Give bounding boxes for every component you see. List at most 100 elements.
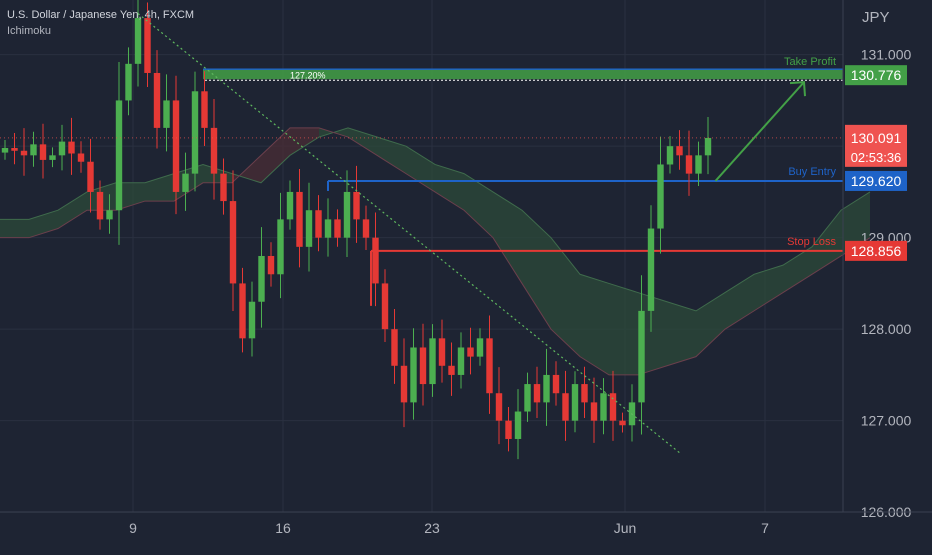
- bear-candle: [562, 393, 569, 421]
- bear-candle: [201, 91, 208, 128]
- chart-header: U.S. Dollar / Japanese Yen, 4h, FXCM Ich…: [7, 9, 194, 37]
- senkou-span-a: [0, 127, 871, 312]
- drawings: 127.20%: [0, 13, 843, 454]
- cloud-segment: [551, 237, 580, 357]
- bear-candle: [448, 365, 455, 375]
- cloud-segment: [754, 265, 783, 311]
- cloud-segment: [522, 210, 551, 330]
- x-tick-label: 16: [275, 520, 291, 536]
- bear-candle: [438, 338, 446, 366]
- bull-candle: [410, 347, 417, 403]
- current-price-tag: [845, 124, 907, 167]
- indicator-label: Ichimoku: [7, 25, 51, 37]
- bear-candle: [533, 384, 541, 403]
- bear-candle: [144, 18, 151, 73]
- cloud-segment: [435, 164, 464, 211]
- x-tick-label: Jun: [614, 520, 637, 536]
- price-tag-value: 128.856: [851, 243, 902, 259]
- cloud-segment: [783, 246, 812, 293]
- cloud-segment: [696, 292, 725, 357]
- bear-candle: [581, 384, 588, 403]
- bull-candle: [277, 219, 284, 275]
- bear-candle: [39, 144, 47, 160]
- bear-candle: [495, 393, 503, 421]
- bull-candle: [600, 393, 607, 421]
- bear-candle: [20, 150, 28, 156]
- bull-candle: [49, 155, 56, 160]
- bull-candle: [324, 219, 332, 238]
- x-tick-label: 7: [761, 520, 769, 536]
- bear-candle: [391, 329, 398, 366]
- bull-candle: [476, 338, 484, 357]
- bull-candle: [30, 144, 37, 156]
- bull-candle: [657, 164, 664, 229]
- bull-candle: [343, 191, 351, 238]
- bear-candle: [590, 402, 598, 421]
- level-label-buy-entry: Buy Entry: [788, 166, 836, 178]
- bear-candle: [96, 191, 104, 220]
- bull-candle: [125, 63, 132, 101]
- price-levels: Take Profit Buy Entry Stop Loss: [203, 56, 843, 306]
- currency-label: JPY: [862, 9, 890, 26]
- price-labels: 130.776 129.620 128.856 130.091 02:53:36: [845, 65, 907, 261]
- bear-candle: [11, 148, 18, 151]
- bear-candle: [296, 191, 303, 247]
- bear-candle: [381, 283, 389, 330]
- ichimoku-cloud: [0, 127, 871, 376]
- fib-level-label: 127.20%: [290, 70, 326, 80]
- bear-candle: [362, 219, 370, 238]
- bear-candle: [87, 161, 94, 192]
- bear-candle: [315, 210, 322, 238]
- bull-candle: [134, 18, 142, 64]
- time-axis: 9 16 23 Jun 7: [0, 511, 932, 536]
- bull-candle: [695, 155, 702, 174]
- bear-candle: [239, 283, 246, 339]
- cloud-segment: [638, 292, 667, 375]
- projection-arrow: [714, 81, 805, 182]
- senkou-span-b: [0, 127, 871, 376]
- bull-candle: [258, 255, 265, 302]
- price-tag-value: 130.776: [851, 67, 902, 83]
- candles: [1, 0, 712, 460]
- bull-candle: [524, 384, 531, 412]
- bull-candle: [457, 347, 465, 375]
- bear-candle: [619, 420, 626, 426]
- chart-title: U.S. Dollar / Japanese Yen, 4h, FXCM: [7, 9, 194, 21]
- bear-candle: [353, 191, 360, 220]
- bear-candle: [77, 153, 85, 162]
- bear-candle: [372, 237, 379, 284]
- cloud-segment: [493, 191, 522, 284]
- y-tick-label: 131.000: [861, 47, 912, 63]
- cloud-segment: [58, 191, 87, 229]
- price-tag-box: [845, 170, 907, 191]
- x-tick-label: 23: [424, 520, 440, 536]
- bull-candle: [182, 173, 189, 192]
- bull-candle: [115, 100, 123, 211]
- bull-candle: [638, 310, 645, 403]
- bull-candle: [305, 210, 313, 247]
- cloud-segment: [348, 127, 377, 156]
- bear-candle: [685, 155, 693, 174]
- bear-candle: [400, 365, 408, 403]
- descending-trendline: [137, 13, 680, 454]
- bull-candle: [1, 148, 9, 153]
- bull-candle: [106, 210, 113, 220]
- bull-candle: [248, 301, 256, 339]
- price-tag-value: 129.620: [851, 173, 902, 189]
- level-label-stop-loss: Stop Loss: [787, 236, 836, 248]
- price-tag-box: [845, 65, 907, 86]
- bull-candle: [191, 91, 199, 174]
- y-tick-label: 128.000: [861, 321, 912, 337]
- bear-candle: [676, 146, 683, 156]
- y-tick-label: 127.000: [861, 413, 912, 429]
- bear-candle: [210, 127, 218, 174]
- current-price-value: 130.091: [851, 130, 902, 146]
- x-tick-label: 9: [129, 520, 137, 536]
- bear-candle: [172, 100, 180, 192]
- cloud-segment: [812, 210, 841, 275]
- bull-candle: [647, 228, 655, 311]
- cloud-segment: [261, 127, 290, 183]
- bull-candle: [666, 146, 674, 165]
